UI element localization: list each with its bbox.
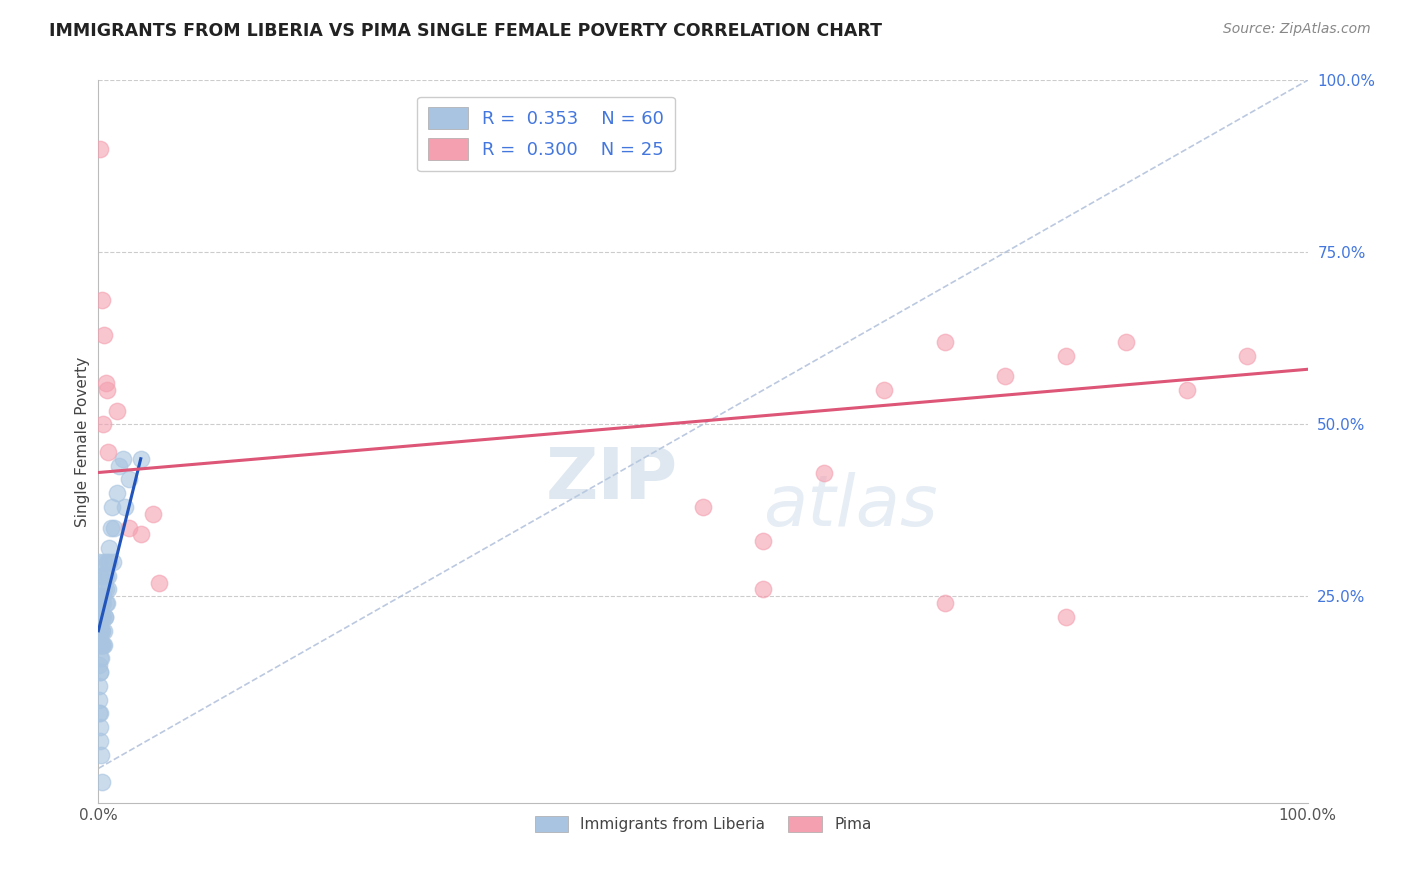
Point [1054,349,1077,363]
Point [90,651,112,665]
Point [90,747,112,762]
Y-axis label: Single Female Poverty: Single Female Poverty [75,357,90,526]
Point [111,451,134,466]
Point [97,445,120,459]
Point [96,596,118,610]
Point [89,692,111,706]
Point [89,610,111,624]
Point [87,658,110,673]
Point [91,610,114,624]
Point [129,527,152,541]
Point [118,472,141,486]
Point [101,555,124,569]
Point [934,596,956,610]
Point [90,638,112,652]
Point [89,720,111,734]
Text: Source: ZipAtlas.com: Source: ZipAtlas.com [1223,22,1371,37]
Point [89,142,111,156]
Point [89,651,111,665]
Point [752,582,775,597]
Point [87,555,110,569]
Point [148,575,170,590]
Point [103,520,125,534]
Point [100,500,122,514]
Point [94,610,117,624]
Point [692,500,714,514]
Point [93,568,115,582]
Point [813,466,835,480]
Text: atlas: atlas [763,473,938,541]
Point [91,293,114,308]
Point [118,520,141,534]
Point [89,706,111,721]
Point [142,507,165,521]
Point [93,555,115,569]
Point [98,541,121,556]
Point [89,665,111,679]
Point [100,520,122,534]
Point [105,486,128,500]
Legend: Immigrants from Liberia, Pima: Immigrants from Liberia, Pima [529,810,877,838]
Point [91,596,114,610]
Point [94,568,117,582]
Point [1054,610,1077,624]
Point [129,451,152,466]
Point [90,638,112,652]
Point [90,624,112,638]
Point [752,534,775,549]
Point [96,555,118,569]
Point [91,638,114,652]
Text: IMMIGRANTS FROM LIBERIA VS PIMA SINGLE FEMALE POVERTY CORRELATION CHART: IMMIGRANTS FROM LIBERIA VS PIMA SINGLE F… [49,22,882,40]
Point [90,596,112,610]
Point [90,596,112,610]
Point [96,383,118,397]
Point [90,610,112,624]
Point [94,610,117,624]
Point [89,568,111,582]
Point [114,500,136,514]
Point [94,582,117,597]
Point [89,734,111,748]
Point [89,624,111,638]
Point [91,610,114,624]
Point [97,568,120,582]
Point [93,327,115,342]
Point [91,624,114,638]
Point [93,638,115,652]
Point [89,590,111,604]
Point [1236,349,1258,363]
Point [1115,334,1137,349]
Point [98,555,121,569]
Point [93,624,115,638]
Point [91,417,114,432]
Point [89,665,111,679]
Point [89,610,111,624]
Point [89,706,111,721]
Point [94,376,117,390]
Point [994,369,1017,384]
Point [89,638,111,652]
Point [873,383,896,397]
Point [96,596,118,610]
Point [93,582,115,597]
Point [934,334,956,349]
Point [108,458,131,473]
Point [91,590,114,604]
Point [89,624,111,638]
Point [91,638,114,652]
Point [105,403,128,417]
Point [91,775,114,789]
Point [97,582,120,597]
Point [1175,383,1198,397]
Point [87,679,110,693]
Text: ZIP: ZIP [546,445,678,514]
